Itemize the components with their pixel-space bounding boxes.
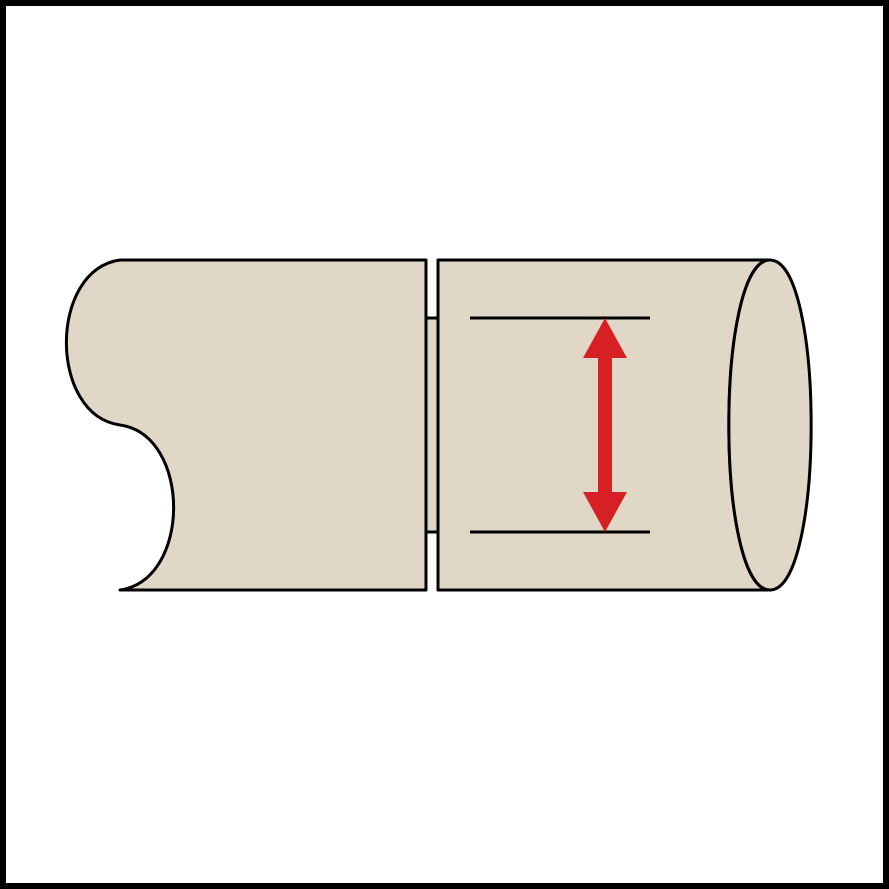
diagram-frame [0, 0, 889, 889]
bone-diagram [0, 0, 889, 889]
right-bone-end-ellipse [729, 260, 811, 590]
